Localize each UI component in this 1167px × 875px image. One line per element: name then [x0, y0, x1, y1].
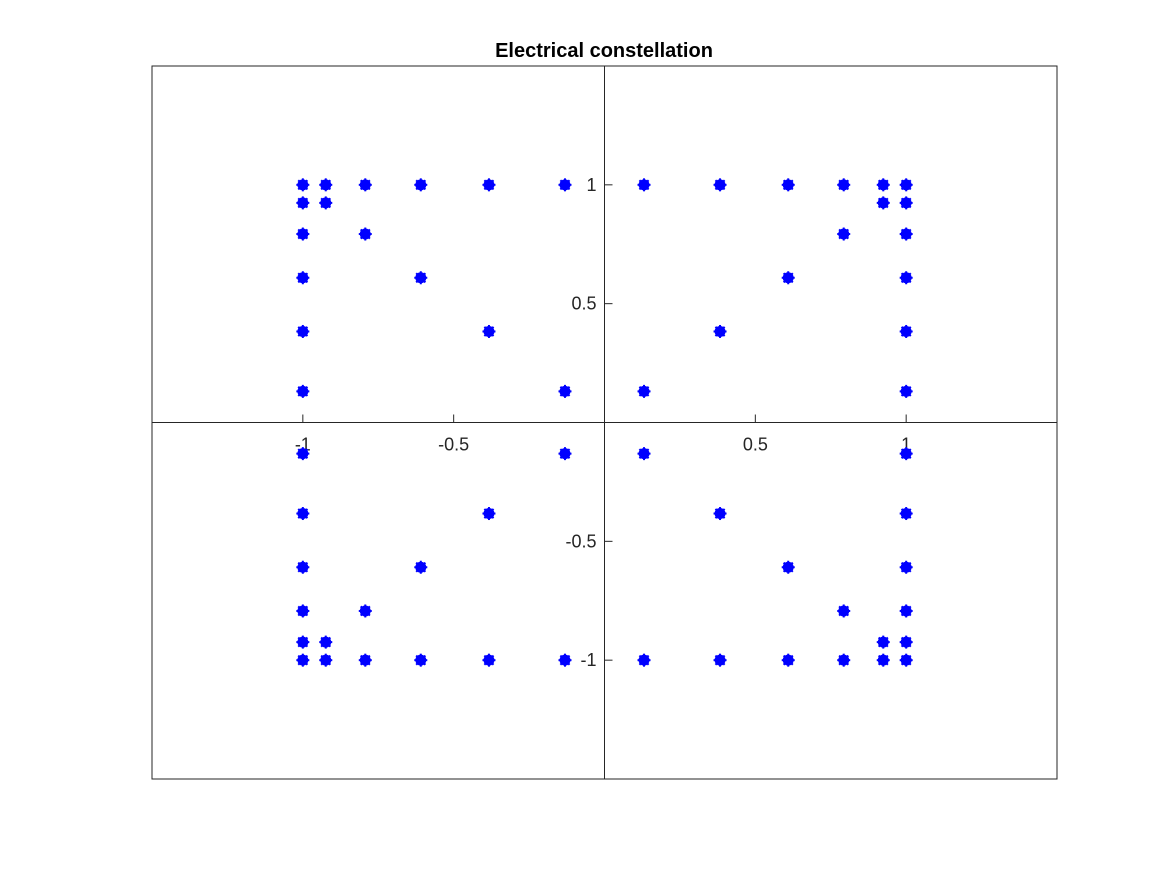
data-point — [899, 507, 913, 521]
data-point — [899, 447, 913, 461]
data-points — [296, 178, 913, 667]
data-point — [637, 653, 651, 667]
data-point — [876, 178, 890, 192]
data-point — [876, 635, 890, 649]
data-point — [296, 324, 310, 338]
axis-ticks — [302, 184, 907, 661]
data-point — [319, 653, 333, 667]
data-point — [296, 271, 310, 285]
data-point — [781, 653, 795, 667]
data-point — [558, 447, 572, 461]
data-point — [781, 560, 795, 574]
data-point — [482, 324, 496, 338]
data-point — [899, 196, 913, 210]
data-point — [358, 653, 372, 667]
data-point — [713, 178, 727, 192]
data-point — [781, 271, 795, 285]
data-point — [358, 604, 372, 618]
data-point — [414, 560, 428, 574]
data-point — [899, 178, 913, 192]
data-point — [296, 196, 310, 210]
data-point — [713, 324, 727, 338]
data-point — [876, 653, 890, 667]
chart-title: Electrical constellation — [495, 40, 713, 62]
data-point — [296, 178, 310, 192]
data-point — [899, 271, 913, 285]
data-point — [414, 271, 428, 285]
data-point — [713, 653, 727, 667]
data-point — [781, 178, 795, 192]
data-point — [837, 604, 851, 618]
data-point — [899, 653, 913, 667]
data-point — [358, 178, 372, 192]
data-point — [358, 227, 372, 241]
data-point — [899, 324, 913, 338]
data-point — [296, 604, 310, 618]
y-tick-label: -0.5 — [565, 531, 596, 551]
data-point — [637, 178, 651, 192]
data-point — [296, 507, 310, 521]
data-point — [899, 635, 913, 649]
data-point — [899, 227, 913, 241]
data-point — [558, 178, 572, 192]
data-point — [876, 196, 890, 210]
data-point — [837, 178, 851, 192]
data-point — [899, 560, 913, 574]
data-point — [637, 447, 651, 461]
y-tick-label: 0.5 — [571, 294, 596, 314]
data-point — [296, 227, 310, 241]
y-tick-label: 1 — [586, 175, 596, 195]
x-tick-label: -0.5 — [438, 435, 469, 455]
data-point — [414, 653, 428, 667]
data-point — [319, 196, 333, 210]
data-point — [837, 227, 851, 241]
data-point — [296, 447, 310, 461]
data-point — [296, 384, 310, 398]
data-point — [482, 178, 496, 192]
data-point — [482, 653, 496, 667]
data-point — [899, 384, 913, 398]
data-point — [296, 560, 310, 574]
data-point — [837, 653, 851, 667]
data-point — [637, 384, 651, 398]
data-point — [319, 635, 333, 649]
y-tick-label: -1 — [580, 650, 596, 670]
data-point — [296, 653, 310, 667]
data-point — [319, 178, 333, 192]
data-point — [558, 384, 572, 398]
x-tick-label: 0.5 — [743, 435, 768, 455]
data-point — [713, 507, 727, 521]
data-point — [482, 507, 496, 521]
x-tick-label: 1 — [901, 435, 911, 455]
data-point — [558, 653, 572, 667]
data-point — [296, 635, 310, 649]
data-point — [414, 178, 428, 192]
data-point — [899, 604, 913, 618]
